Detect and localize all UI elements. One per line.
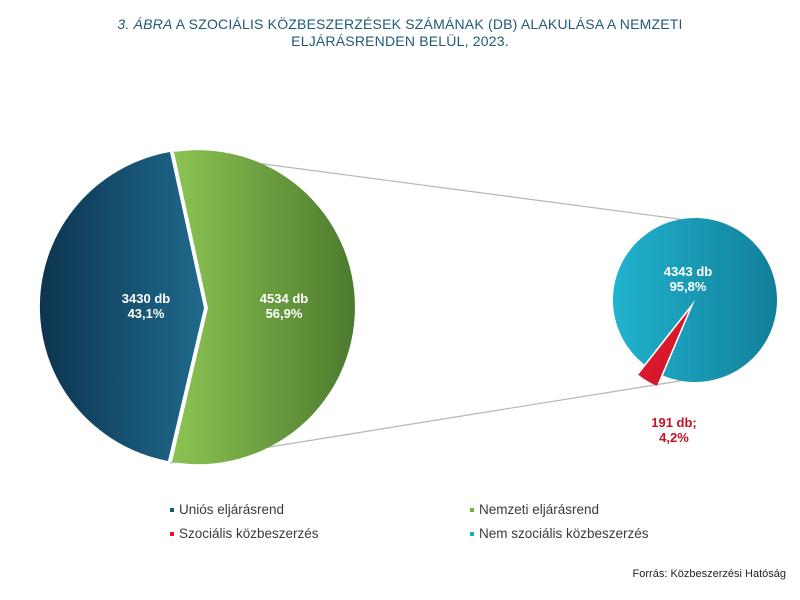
legend-item-szocialis: Szociális közbeszerzés [170, 526, 319, 541]
legend-label: Szociális közbeszerzés [179, 526, 319, 541]
figure-number: 3. ÁBRA [117, 16, 173, 32]
legend-label: Uniós eljárásrend [179, 502, 285, 517]
legend-item-unios: Uniós eljárásrend [170, 502, 284, 517]
label-unios: 3430 db 43,1% [122, 291, 170, 321]
legend-label: Nem szociális közbeszerzés [479, 526, 649, 541]
legend-swatch [170, 532, 174, 537]
slice-nem-szocialis [612, 217, 777, 382]
legend-label: Nemzeti eljárásrend [479, 502, 600, 517]
label-nem-szocialis: 4343 db 95,8% [664, 264, 712, 294]
legend-swatch [170, 508, 174, 513]
legend-swatch [470, 532, 474, 537]
source-note: Forrás: Közbeszerzési Hatóság [632, 568, 786, 580]
label-nemzeti: 4534 db 56,9% [260, 291, 308, 321]
title-line2: ELJÁRÁSRENDEN BELÜL, 2023. [291, 33, 509, 49]
legend-item-nemzeti: Nemzeti eljárásrend [470, 502, 599, 517]
label-szocialis: 191 db; 4,2% [651, 415, 697, 445]
slice-szocialis [638, 310, 689, 386]
chart-title: 3. ÁBRA A SZOCIÁLIS KÖZBESZERZÉSEK SZÁMÁ… [0, 16, 800, 50]
legend-item-nem-szocialis: Nem szociális közbeszerzés [470, 526, 649, 541]
legend-swatch [470, 508, 474, 513]
slice-unios-eljarasrend [39, 152, 204, 461]
slice-nemzeti-eljarasrend [172, 150, 355, 465]
title-line1: A SZOCIÁLIS KÖZBESZERZÉSEK SZÁMÁNAK (DB)… [172, 16, 683, 32]
